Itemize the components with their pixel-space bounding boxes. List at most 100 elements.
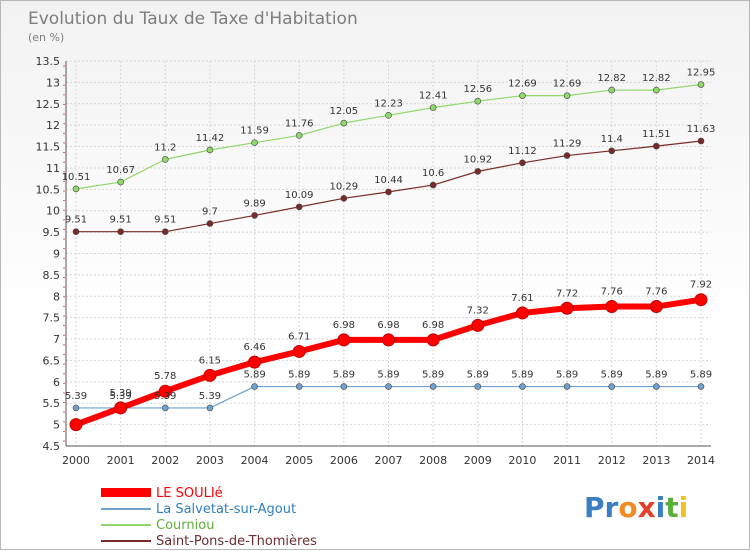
data-label-salvetat: 5.89 — [601, 370, 623, 381]
point-salvetat — [295, 383, 303, 390]
point-salvetat — [161, 404, 169, 412]
data-label-courniou: 12.05 — [330, 106, 359, 117]
y-tick-label: 11.5 — [36, 141, 61, 154]
point-courniou — [653, 86, 660, 94]
chart-subtitle: (en %) — [28, 31, 64, 44]
data-label-le-soulie: 7.76 — [645, 287, 667, 298]
data-label-saint-pons: 9.7 — [202, 207, 218, 218]
data-label-saint-pons: 11.29 — [553, 139, 582, 150]
legend-item-courniou: Courniou — [101, 518, 214, 533]
point-le-soulie — [203, 368, 217, 382]
data-label-saint-pons: 11.51 — [642, 129, 671, 140]
point-courniou — [117, 178, 124, 186]
legend-item-le-soulie: LE SOULIé — [101, 486, 223, 501]
data-label-saint-pons: 11.63 — [687, 124, 716, 135]
x-tick-label: 2002 — [151, 454, 179, 467]
point-le-soulie — [694, 293, 708, 307]
legend-label-le-soulie: LE SOULIé — [156, 486, 223, 501]
point-salvetat — [697, 383, 705, 390]
data-label-courniou: 10.67 — [106, 165, 135, 176]
point-le-soulie — [382, 333, 395, 347]
legend-item-saint-pons: Saint-Pons-de-Thomières — [101, 534, 317, 549]
data-label-saint-pons: 11.4 — [601, 134, 623, 145]
data-label-saint-pons: 10.44 — [374, 175, 403, 186]
legend-label-salvetat: La Salvetat-sur-Agout — [156, 502, 296, 517]
point-saint-pons — [519, 159, 526, 167]
data-label-le-soulie: 6.71 — [288, 331, 310, 342]
x-tick-label: 2006 — [330, 454, 358, 467]
y-tick-label: 8.5 — [43, 269, 61, 282]
data-label-salvetat: 5.39 — [65, 391, 87, 402]
data-label-courniou: 10.51 — [62, 172, 91, 183]
data-label-salvetat: 5.89 — [333, 370, 355, 381]
data-label-le-soulie: 6.15 — [199, 355, 221, 366]
point-le-soulie — [158, 384, 172, 398]
point-le-soulie — [426, 333, 440, 347]
point-salvetat — [474, 383, 482, 390]
legend-swatch-le-soulie — [101, 488, 151, 497]
data-label-courniou: 12.95 — [687, 68, 716, 79]
x-tick-label: 2014 — [687, 454, 715, 467]
legend-swatch-salvetat — [101, 508, 151, 510]
point-saint-pons — [697, 137, 705, 145]
data-label-saint-pons: 9.51 — [154, 215, 176, 226]
data-labels: 5.39 5.78 6.15 6.46 6.71 6.98 6.98 6.98 7.32 7.61… — [62, 68, 716, 402]
data-label-salvetat: 5.89 — [511, 370, 533, 381]
data-label-salvetat: 5.89 — [243, 370, 265, 381]
axes: 4.5 5 5.5 6 6.5 7 7.5 8 8.5 9 9.5 10 10.5 11 11.5 12 12.… — [36, 55, 716, 467]
point-saint-pons — [117, 228, 124, 235]
data-label-salvetat: 5.39 — [154, 391, 176, 402]
x-tick-label: 2000 — [62, 454, 90, 467]
point-le-soulie — [337, 333, 351, 347]
data-label-salvetat: 5.89 — [467, 370, 489, 381]
legend: LE SOULIé La Salvetat-sur-Agout Courniou… — [101, 486, 317, 549]
y-tick-label: 13 — [46, 76, 60, 89]
point-saint-pons — [72, 228, 80, 235]
point-saint-pons — [251, 212, 258, 219]
data-label-courniou: 11.76 — [285, 118, 314, 129]
series — [69, 81, 708, 432]
point-saint-pons — [474, 168, 482, 175]
point-le-soulie — [560, 301, 574, 315]
data-label-saint-pons: 9.51 — [65, 215, 87, 226]
point-courniou — [72, 185, 80, 193]
data-label-saint-pons: 10.92 — [463, 154, 492, 165]
y-tick-label: 10.5 — [36, 183, 61, 196]
data-label-courniou: 12.69 — [553, 79, 582, 90]
logo-letter: i — [679, 491, 689, 524]
y-tick-label: 7.5 — [43, 312, 61, 325]
y-tick-label: 5 — [53, 419, 60, 432]
data-label-salvetat: 5.39 — [199, 391, 221, 402]
data-label-le-soulie: 6.46 — [243, 342, 265, 353]
data-label-courniou: 12.82 — [597, 73, 626, 84]
data-label-saint-pons: 11.12 — [508, 146, 537, 157]
data-label-saint-pons: 10.6 — [422, 168, 444, 179]
chart-title: Evolution du Taux de Taxe d'Habitation — [28, 9, 358, 29]
x-tick-label: 2011 — [553, 454, 581, 467]
logo-letter: r — [605, 491, 619, 524]
point-courniou — [697, 81, 705, 88]
data-label-salvetat: 5.89 — [556, 370, 578, 381]
point-le-soulie — [515, 306, 529, 320]
point-saint-pons — [563, 152, 571, 159]
data-label-saint-pons: 9.51 — [110, 215, 132, 226]
point-le-soulie — [605, 300, 619, 314]
y-tick-label: 9 — [53, 248, 60, 261]
data-label-le-soulie: 5.39 — [110, 388, 132, 399]
point-saint-pons — [385, 188, 392, 196]
x-tick-label: 2003 — [196, 454, 224, 467]
proxiti-logo: Proxiti — [584, 491, 688, 524]
point-courniou — [206, 146, 214, 154]
x-tick-label: 2004 — [241, 454, 269, 467]
point-courniou — [519, 92, 526, 99]
point-saint-pons — [608, 147, 616, 155]
logo-letter: x — [638, 491, 656, 524]
proxiti-logo-text: Proxiti — [584, 491, 688, 524]
data-label-courniou: 11.59 — [240, 126, 269, 137]
data-label-salvetat: 5.89 — [422, 370, 444, 381]
point-salvetat — [563, 383, 571, 390]
point-saint-pons — [206, 220, 214, 227]
data-label-saint-pons: 10.29 — [330, 181, 359, 192]
point-le-soulie — [248, 355, 262, 369]
